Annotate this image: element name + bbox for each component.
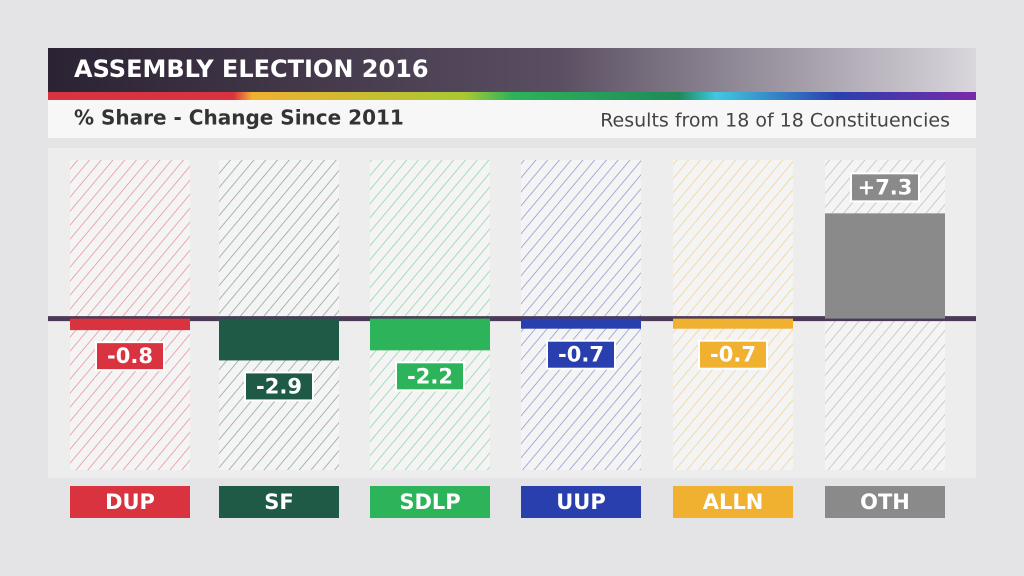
x-tick-label: SDLP [399, 490, 460, 514]
x-tick-label: ALLN [703, 490, 764, 514]
bar [370, 318, 490, 351]
category-box [219, 486, 339, 518]
value-label-bg [698, 339, 768, 370]
chart-title: ASSEMBLY ELECTION 2016 [74, 55, 429, 83]
bar [70, 318, 190, 331]
bar [825, 213, 945, 319]
plot-area [48, 148, 976, 478]
value-label-bg [95, 341, 165, 372]
value-label-bg [395, 361, 465, 392]
x-tick-label: DUP [105, 490, 155, 514]
column-bg [673, 160, 793, 470]
value-label: -0.7 [710, 343, 756, 367]
value-label: -0.7 [558, 343, 604, 367]
value-label-bg [850, 172, 920, 203]
chart-note: Results from 18 of 18 Constituencies [600, 110, 950, 132]
bar [521, 318, 641, 329]
value-label: -2.9 [256, 374, 302, 398]
column-bg [521, 160, 641, 470]
column-bg [70, 160, 190, 470]
category-box [825, 486, 945, 518]
x-tick-label: OTH [860, 490, 910, 514]
bar [673, 318, 793, 329]
value-label: -2.2 [407, 364, 453, 388]
value-label: +7.3 [858, 175, 913, 199]
column-bg [219, 160, 339, 470]
subtitle-bar [48, 100, 976, 138]
chart-subtitle: % Share - Change Since 2011 [74, 106, 404, 130]
x-tick-label: UUP [556, 490, 606, 514]
category-box [70, 486, 190, 518]
category-box [521, 486, 641, 518]
value-label-bg [244, 371, 314, 402]
color-stripe [48, 92, 976, 100]
column-bg [370, 160, 490, 470]
x-tick-label: SF [264, 490, 293, 514]
value-label-bg [546, 339, 616, 370]
category-box [370, 486, 490, 518]
value-label: -0.8 [107, 344, 153, 368]
title-bar [48, 48, 976, 92]
category-box [673, 486, 793, 518]
bar [219, 318, 339, 361]
